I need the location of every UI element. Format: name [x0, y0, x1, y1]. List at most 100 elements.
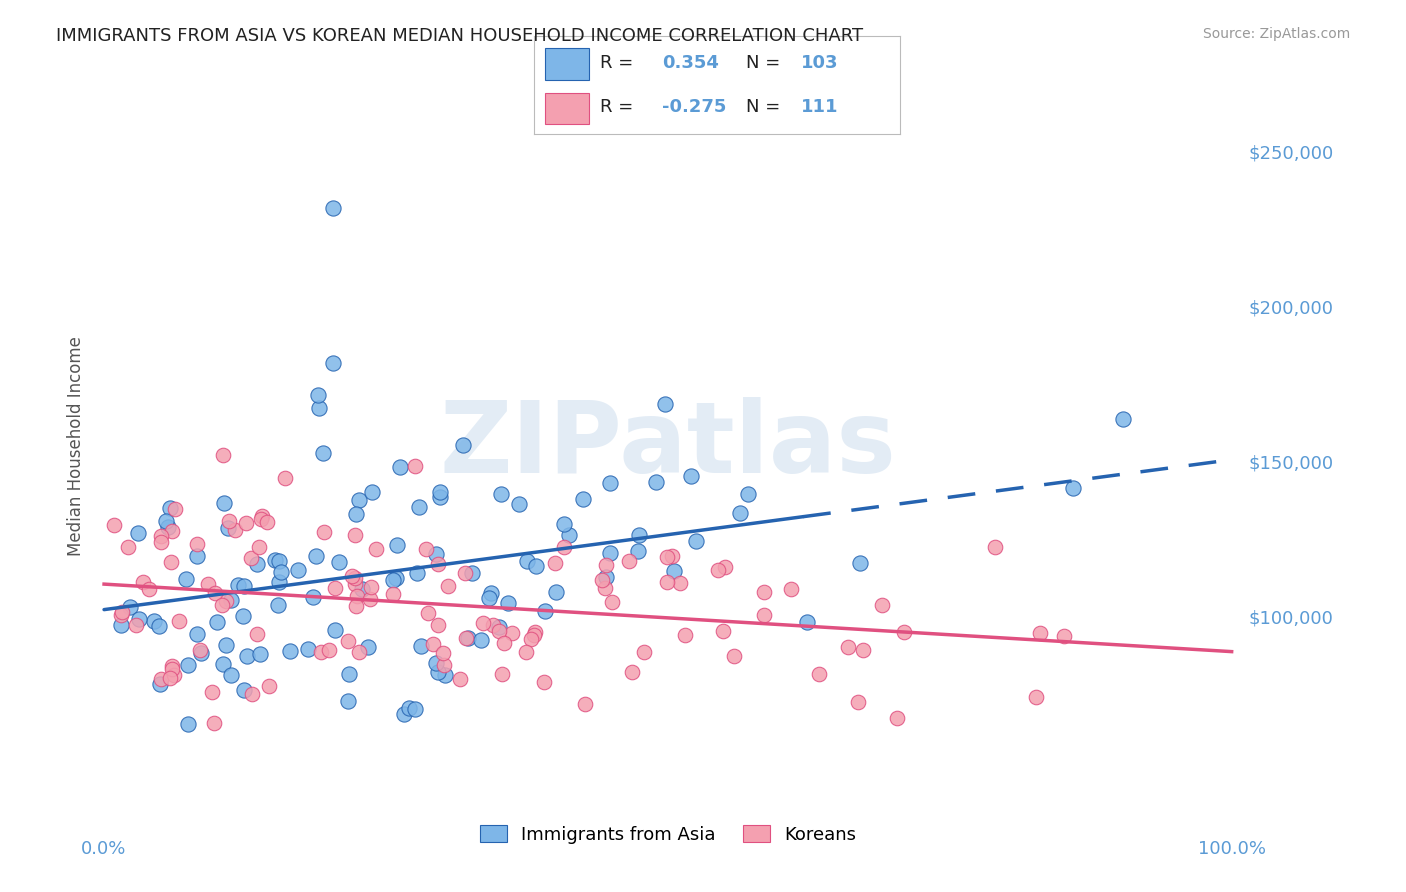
- Point: [449, 673, 471, 687]
- Point: [837, 640, 859, 654]
- Text: ZIPatlas: ZIPatlas: [440, 398, 896, 494]
- Point: [176, 657, 198, 672]
- Point: [472, 616, 495, 631]
- Point: [217, 521, 239, 535]
- Point: [655, 549, 678, 564]
- Point: [723, 649, 745, 664]
- Point: [627, 543, 650, 558]
- Point: [752, 585, 775, 599]
- Point: [138, 582, 160, 596]
- Point: [533, 674, 555, 689]
- Point: [382, 574, 405, 588]
- Point: [425, 547, 447, 561]
- Point: [432, 646, 454, 660]
- Point: [269, 575, 291, 590]
- Point: [544, 556, 567, 570]
- Point: [188, 643, 211, 657]
- Point: [267, 599, 290, 613]
- Point: [599, 475, 621, 490]
- Point: [239, 551, 262, 566]
- Point: [309, 645, 332, 659]
- Point: [132, 575, 155, 590]
- Point: [246, 557, 269, 571]
- Bar: [546, 48, 589, 79]
- Point: [385, 538, 408, 552]
- Point: [165, 502, 187, 516]
- Point: [591, 573, 613, 587]
- Text: N =: N =: [747, 54, 780, 72]
- Point: [489, 486, 512, 500]
- Point: [186, 537, 208, 551]
- Point: [287, 563, 309, 577]
- Point: [250, 512, 273, 526]
- Point: [344, 507, 367, 521]
- Point: [359, 592, 381, 607]
- Point: [364, 542, 387, 557]
- Point: [215, 594, 238, 608]
- Point: [233, 579, 256, 593]
- Point: [437, 579, 460, 593]
- Point: [344, 528, 367, 542]
- Point: [574, 697, 596, 711]
- Point: [713, 560, 735, 574]
- Point: [163, 668, 186, 682]
- Text: 100.0%: 100.0%: [1198, 840, 1265, 858]
- Point: [360, 580, 382, 594]
- Point: [482, 618, 505, 632]
- Point: [269, 554, 291, 568]
- Point: [252, 508, 274, 523]
- Point: [274, 471, 297, 485]
- Point: [886, 711, 908, 725]
- Point: [409, 639, 432, 653]
- Point: [398, 701, 420, 715]
- Point: [404, 702, 426, 716]
- Point: [870, 598, 893, 612]
- Point: [148, 619, 170, 633]
- Text: 103: 103: [801, 54, 838, 72]
- Point: [160, 662, 183, 676]
- Point: [218, 514, 240, 528]
- Point: [215, 638, 238, 652]
- Point: [461, 566, 484, 580]
- Point: [520, 632, 543, 647]
- Point: [232, 683, 254, 698]
- Point: [160, 659, 183, 673]
- Point: [385, 571, 408, 585]
- Point: [169, 614, 191, 628]
- Point: [728, 506, 751, 520]
- Point: [312, 446, 335, 460]
- Point: [1025, 690, 1047, 704]
- Point: [849, 556, 872, 570]
- Point: [118, 600, 141, 615]
- Point: [389, 459, 412, 474]
- Point: [226, 578, 249, 592]
- Point: [337, 633, 360, 648]
- Point: [343, 576, 366, 591]
- Point: [247, 540, 270, 554]
- Point: [186, 549, 208, 564]
- Point: [346, 590, 368, 604]
- Point: [205, 615, 228, 630]
- Point: [343, 571, 366, 585]
- Point: [546, 585, 568, 599]
- Point: [457, 632, 479, 646]
- Point: [204, 715, 226, 730]
- Point: [404, 458, 426, 473]
- Point: [156, 519, 179, 533]
- Point: [602, 595, 624, 609]
- Point: [426, 665, 449, 680]
- Point: [232, 609, 254, 624]
- Point: [620, 665, 643, 680]
- Point: [408, 500, 430, 514]
- Point: [752, 607, 775, 622]
- Text: R =: R =: [600, 54, 633, 72]
- Point: [246, 627, 269, 641]
- Point: [633, 645, 655, 659]
- Point: [142, 614, 165, 628]
- Point: [211, 449, 233, 463]
- Point: [523, 628, 546, 642]
- Point: [128, 612, 150, 626]
- Point: [983, 540, 1005, 554]
- Point: [159, 500, 181, 515]
- Point: [280, 643, 302, 657]
